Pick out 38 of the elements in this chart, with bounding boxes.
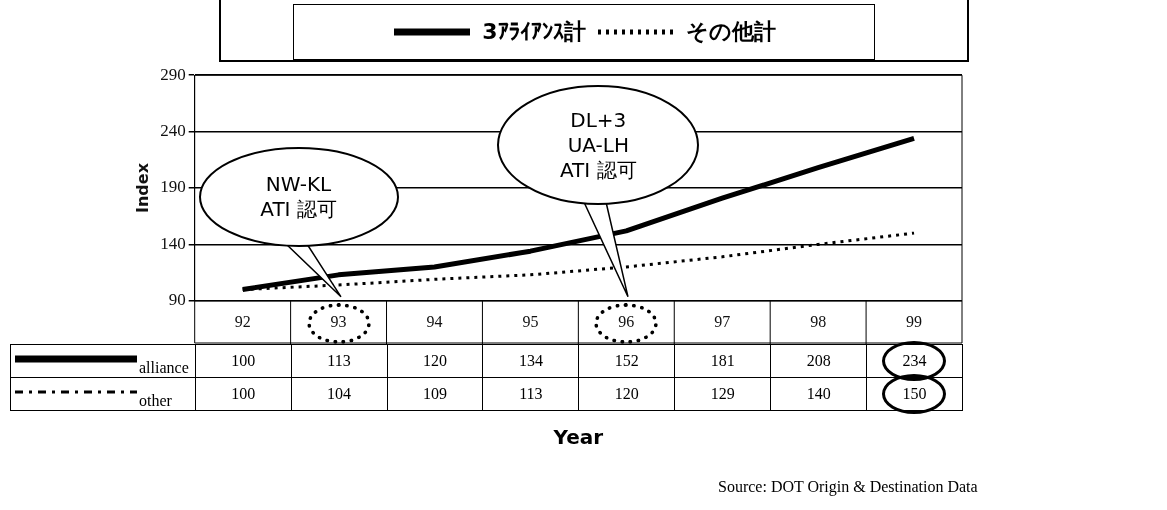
x-tick-label: 98 — [810, 312, 827, 330]
data-label: 120 — [386, 344, 484, 378]
data-label: 129 — [674, 377, 772, 411]
data-label: 120 — [578, 377, 676, 411]
data-label: 152 — [578, 344, 676, 378]
data-label: 113 — [290, 344, 388, 378]
y-tick-label: 190 — [160, 177, 186, 197]
data-label: 234 — [866, 344, 963, 378]
data-label: 113 — [482, 377, 580, 411]
y-tick-label: 90 — [168, 290, 186, 310]
text: other — [139, 392, 172, 410]
x-tick-label: 95 — [522, 312, 539, 330]
x-tick-label: 97 — [714, 312, 731, 330]
legend-label: 3ｱﾗｲｱﾝｽ計 — [482, 18, 586, 46]
y-tick-label: 290 — [160, 64, 186, 84]
x-tick-label: 96 — [618, 312, 635, 330]
source-note: Source: DOT Origin & Destination Data — [718, 478, 978, 496]
data-label: 150 — [866, 377, 963, 411]
annotation: DL+3 UA-LH ATI 認可 — [498, 86, 699, 204]
data-label: 104 — [290, 377, 388, 411]
legend-label: その他計 — [685, 18, 776, 46]
y-axis-title: Index — [132, 162, 152, 213]
data-label: 140 — [770, 377, 868, 411]
x-tick-label: 92 — [234, 312, 251, 330]
data-label: 109 — [386, 377, 484, 411]
y-tick-label: 140 — [160, 233, 186, 253]
data-label: 100 — [194, 344, 292, 378]
data-label: 100 — [194, 377, 292, 411]
data-label: 208 — [770, 344, 868, 378]
x-tick-label: 99 — [906, 312, 923, 330]
y-tick-label: 240 — [160, 121, 186, 141]
x-axis-title: Year — [552, 425, 605, 449]
x-tick-label: 94 — [426, 312, 443, 330]
annotation: NW-KL ATI 認可 — [199, 148, 398, 246]
x-tick-label: 93 — [330, 312, 347, 330]
data-label: 134 — [482, 344, 580, 378]
data-label: 181 — [674, 344, 772, 378]
text: alliance — [139, 359, 189, 377]
